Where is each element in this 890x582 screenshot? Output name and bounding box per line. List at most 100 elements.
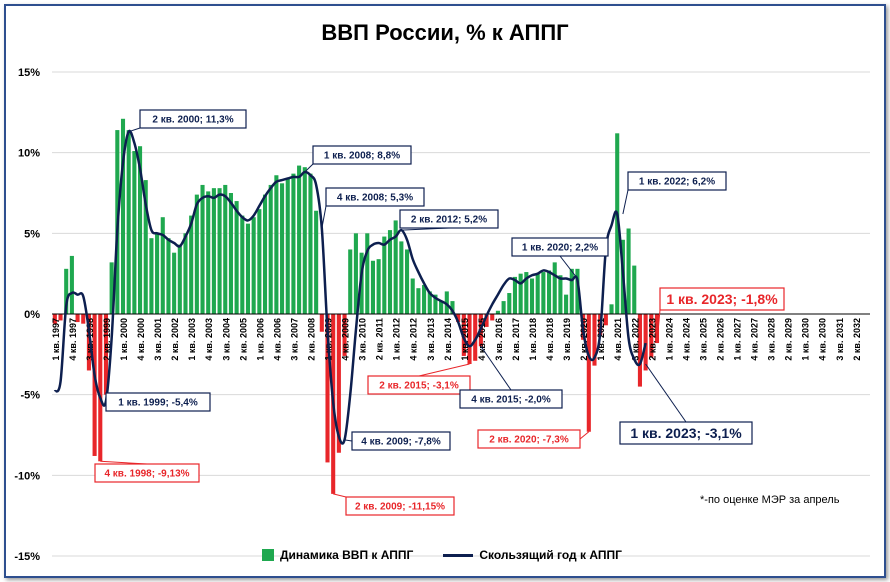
- legend-swatch-bars: [262, 549, 274, 561]
- bar: [410, 278, 415, 314]
- chart-title: ВВП России, % к АППГ: [321, 20, 569, 45]
- x-tick-label: 2 кв. 2011: [375, 318, 385, 360]
- bar: [194, 194, 199, 314]
- annotation-box: [627, 171, 727, 191]
- bar: [126, 130, 131, 314]
- bar: [262, 194, 268, 314]
- legend-swatch-line: [443, 553, 474, 557]
- x-tick-label: 4 кв. 2021: [613, 318, 623, 361]
- x-tick-label: 4 кв. 2015: [477, 318, 487, 361]
- bar: [336, 314, 341, 453]
- bar: [387, 230, 393, 314]
- bar: [291, 173, 296, 314]
- annotation-box: [459, 389, 563, 409]
- annotation-leader: [645, 363, 687, 423]
- y-tick-label: 10%: [18, 148, 40, 160]
- bar: [569, 268, 574, 314]
- x-axis: 1 кв. 1997 4 кв. 1997 3 кв. 1998 2 кв. 1999…: [51, 313, 870, 361]
- bar: [211, 188, 216, 314]
- bar: [575, 268, 580, 314]
- bar: [609, 304, 614, 314]
- bar: [370, 260, 375, 314]
- annotation: 1 кв. 1999; -5,4%: [105, 392, 211, 412]
- x-tick-label: 4 кв. 2018: [545, 318, 555, 361]
- annotation-box: [367, 375, 471, 395]
- x-tick-label: 1 кв. 2024: [664, 318, 674, 361]
- annotation: 1 кв. 2020; 2,2%: [511, 237, 609, 279]
- x-tick-label: 2 кв. 2008: [306, 318, 316, 361]
- bar: [393, 220, 398, 314]
- annotation: 1 кв. 2023; -3,1%: [619, 363, 753, 445]
- annotation-leader: [418, 363, 470, 377]
- bar: [98, 314, 103, 462]
- bar: [348, 249, 353, 314]
- bar: [433, 294, 438, 314]
- x-tick-label: 4 кв. 2006: [272, 318, 282, 361]
- annotation: 2 кв. 2009; -11,15%: [333, 493, 455, 516]
- bar: [308, 173, 313, 314]
- bar: [518, 273, 523, 314]
- bar: [342, 314, 347, 356]
- annotation: 4 кв. 2009; -7,8%: [344, 431, 451, 451]
- bar: [172, 252, 177, 314]
- annotation-box: [351, 431, 451, 451]
- y-tick-label: 15%: [18, 67, 40, 79]
- bar: [512, 276, 518, 314]
- annotation: 4 кв. 1998; -9,13%: [94, 460, 200, 483]
- bar: [529, 278, 535, 314]
- legend-label-bars: Динамика ВВП к АППГ: [280, 548, 414, 562]
- bar: [245, 223, 251, 314]
- annotation: 1 кв. 2022; 6,2%: [622, 171, 727, 215]
- x-tick-label: 4 кв. 2003: [204, 318, 214, 361]
- annotation-label: 1 кв. 2023; -1,8%: [666, 291, 778, 307]
- x-tick-label: 4 кв. 2000: [136, 318, 146, 361]
- bar: [297, 165, 302, 314]
- annotation-box: [511, 237, 609, 257]
- annotation-leader: [559, 255, 578, 279]
- annotation-leader: [333, 493, 347, 498]
- x-tick-label: 3 кв. 2004: [221, 318, 231, 361]
- bar: [632, 265, 637, 314]
- x-tick-label: 1 кв. 1997: [51, 318, 61, 361]
- y-tick-label: -10%: [14, 470, 40, 482]
- bar: [444, 291, 449, 314]
- bar: [626, 228, 631, 314]
- bar: [149, 238, 154, 314]
- x-tick-label: 1 кв. 2018: [528, 318, 538, 361]
- annotation-label: 2 кв. 2012; 5,2%: [411, 215, 487, 226]
- x-tick-label: 3 кв. 2007: [289, 318, 299, 361]
- annotation-leader: [304, 163, 314, 173]
- annotation-label: 2 кв. 2020; -7,3%: [489, 435, 569, 446]
- bar: [160, 217, 165, 314]
- x-tick-label: 4 кв. 2012: [409, 318, 419, 361]
- bar: [325, 314, 330, 463]
- bar: [64, 268, 69, 314]
- annotation-leader: [480, 345, 512, 391]
- legend: Динамика ВВП к АППГ Скользящий год к АПП…: [262, 548, 644, 562]
- bar: [484, 314, 489, 327]
- x-tick-label: 3 кв. 2013: [426, 318, 436, 361]
- x-tick-label: 3 кв. 2019: [562, 318, 572, 361]
- annotation: 4 кв. 2008; 5,3%: [321, 187, 425, 229]
- bar: [450, 301, 455, 314]
- x-tick-label: 2 кв. 2002: [170, 318, 180, 361]
- bar: [92, 314, 97, 456]
- bar: [365, 233, 370, 314]
- annotation-box: [619, 421, 753, 445]
- x-tick-label: 3 кв. 2022: [630, 318, 640, 361]
- x-tick-label: 4 кв. 2009: [341, 318, 351, 361]
- bar: [52, 314, 57, 324]
- legend-item-bars: Динамика ВВП к АППГ: [262, 548, 413, 562]
- annotation-label: 4 кв. 2015; -2,0%: [471, 395, 551, 406]
- bar: [456, 314, 461, 323]
- x-tick-label: 2 кв. 2026: [715, 318, 725, 361]
- bar: [206, 191, 211, 314]
- bar: [467, 314, 472, 365]
- bars: [52, 118, 660, 494]
- y-axis: 15% 10% 5% 0% -5% -10% -15%: [14, 67, 40, 563]
- bar: [234, 201, 239, 314]
- bar: [490, 314, 495, 321]
- bar: [280, 183, 285, 314]
- bar: [654, 314, 660, 344]
- x-tick-label: 3 кв. 2001: [153, 318, 163, 361]
